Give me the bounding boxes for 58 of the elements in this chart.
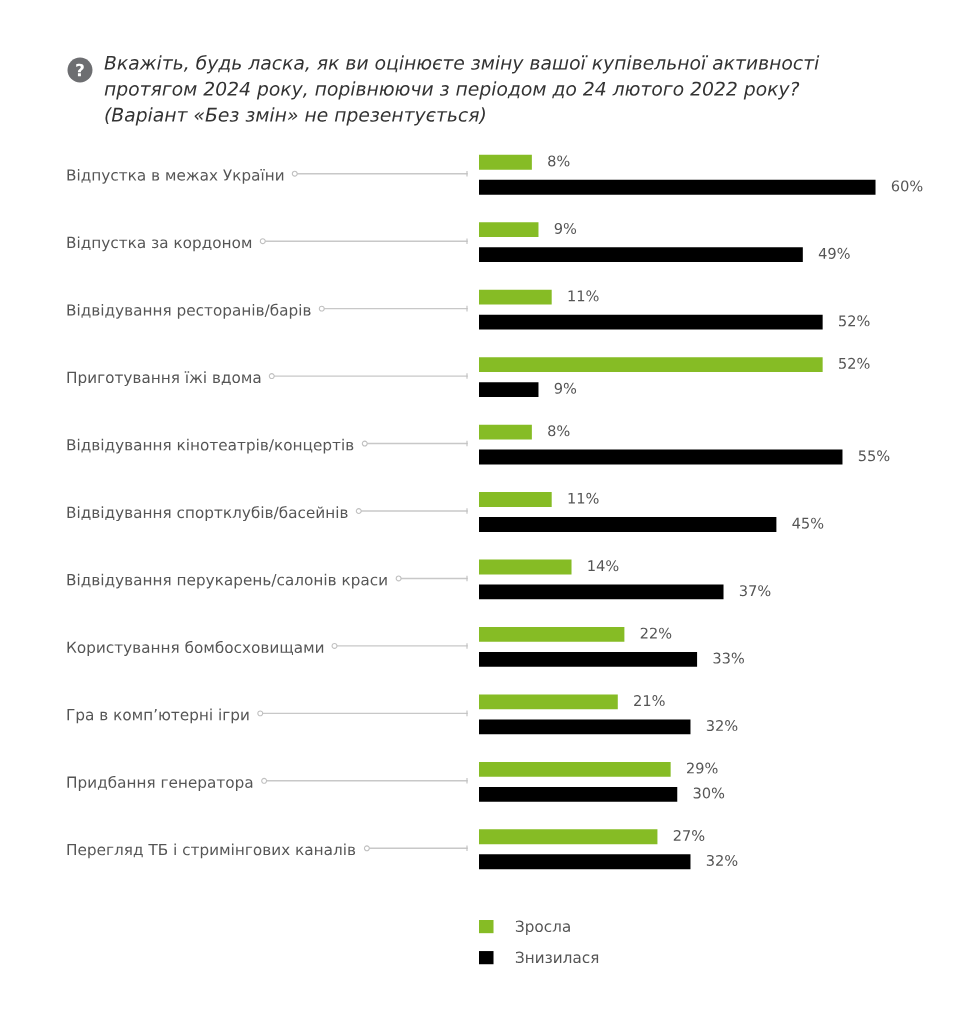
data-label: 49% bbox=[818, 247, 850, 259]
y-tick-label: Користування бомбосховищами bbox=[67, 640, 324, 657]
data-label: 52% bbox=[839, 357, 870, 369]
data-label: 21% bbox=[634, 695, 665, 707]
bar bbox=[479, 829, 658, 845]
bar bbox=[479, 357, 823, 373]
bar bbox=[479, 627, 625, 642]
bar bbox=[479, 179, 876, 195]
data-label: 30% bbox=[693, 787, 725, 799]
chart-title: Вкажіть, будь ласка, як ви оцінюєте зміну вашої купівельної активності протягом 2024 року, порівнюючи з періодом до 24 лютого 2022 року? (Варіант «Без змін» не презентується) bbox=[104, 55, 820, 126]
bar bbox=[479, 694, 618, 710]
bar bbox=[479, 492, 552, 507]
y-tick-label: Відвідування ресторанів/барів bbox=[67, 303, 311, 319]
data-label: 60% bbox=[891, 180, 923, 192]
bar bbox=[479, 761, 671, 777]
data-label: 29% bbox=[687, 762, 718, 774]
y-tick-label: Гра в комп’ютерні ігри bbox=[67, 708, 249, 724]
bar bbox=[479, 719, 691, 735]
data-label: 27% bbox=[673, 829, 705, 842]
data-label: 32% bbox=[706, 854, 738, 866]
y-tick-label: Перегляд ТБ і стримінгових каналів bbox=[67, 843, 356, 859]
y-tick-label: Відвідування спортклубів/басейнів bbox=[67, 506, 348, 522]
data-label: 22% bbox=[640, 627, 672, 639]
y-tick-label: Відпустка в межах України bbox=[67, 168, 284, 184]
bar bbox=[479, 786, 678, 802]
bar bbox=[479, 584, 724, 600]
y-tick-label: Відпустка за кордоном bbox=[67, 236, 252, 252]
y-tick-label: Придбання генератора bbox=[67, 775, 253, 791]
data-label: 52% bbox=[839, 315, 870, 327]
bar bbox=[479, 449, 843, 465]
data-label: 9% bbox=[554, 382, 577, 394]
bar bbox=[479, 314, 823, 330]
data-label: 8% bbox=[548, 155, 570, 167]
bar bbox=[479, 154, 532, 170]
bar bbox=[479, 559, 572, 575]
data-label: 55% bbox=[858, 450, 890, 462]
y-tick-label: Відвідування перукарень/салонів краси bbox=[67, 573, 387, 589]
bar bbox=[479, 289, 552, 305]
bar bbox=[479, 651, 698, 667]
bar bbox=[479, 247, 803, 263]
data-label: 11% bbox=[568, 492, 599, 504]
y-tick-label: Приготування їжі вдома bbox=[67, 371, 261, 387]
data-label: 32% bbox=[706, 720, 738, 732]
legend-label: Знизилася bbox=[515, 951, 599, 964]
bar bbox=[479, 854, 691, 870]
y-tick-label: Відвідування кінотеатрів/концертів bbox=[67, 438, 354, 454]
bar bbox=[479, 424, 532, 440]
data-label: 11% bbox=[568, 290, 599, 302]
data-label: 14% bbox=[588, 560, 619, 572]
data-label: 45% bbox=[792, 517, 824, 529]
data-label: 37% bbox=[739, 585, 771, 597]
data-label: 9% bbox=[554, 222, 577, 234]
data-label: 33% bbox=[713, 652, 744, 664]
bar bbox=[479, 382, 539, 397]
bar bbox=[479, 222, 539, 238]
legend-label: Зросла bbox=[515, 920, 570, 936]
data-label: 8% bbox=[548, 425, 570, 437]
bar bbox=[479, 517, 777, 532]
